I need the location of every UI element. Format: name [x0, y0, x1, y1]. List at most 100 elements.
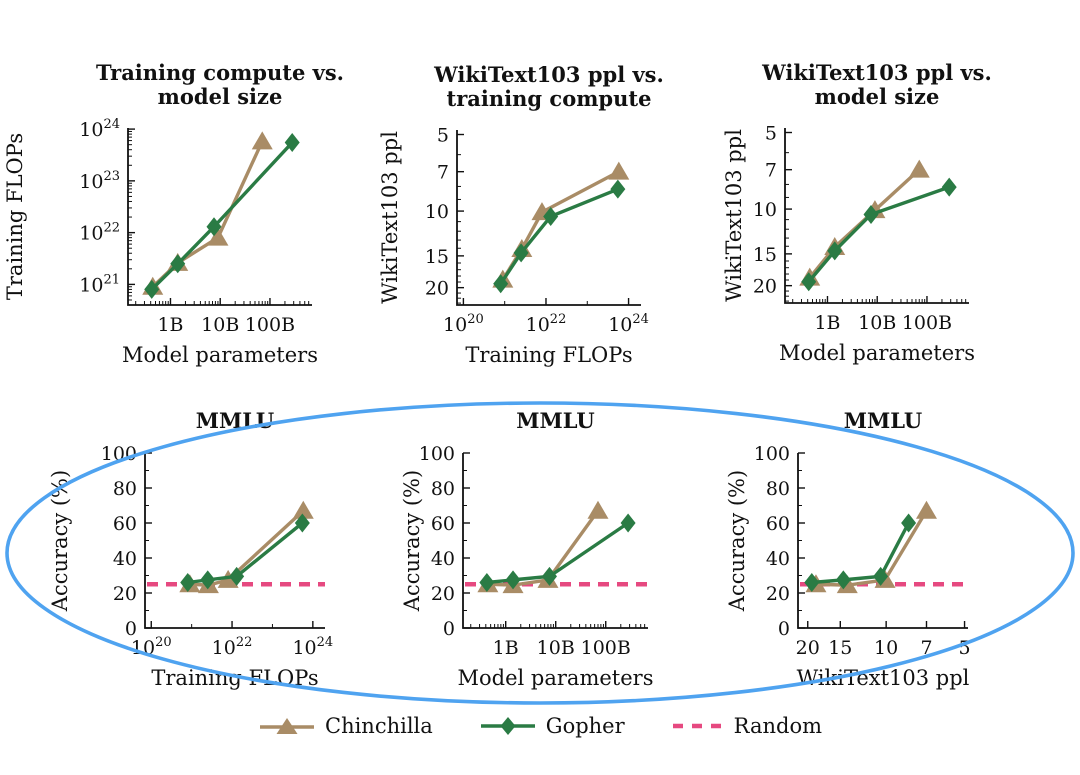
x-axis-label: Model parameters — [122, 343, 318, 367]
x-tick-label: 20 — [796, 637, 820, 659]
y-tick-label: 1021 — [79, 272, 120, 296]
chart-title: MMLU — [196, 408, 274, 433]
marker-diamond — [144, 279, 160, 299]
y-axis-label: Accuracy (%) — [400, 470, 424, 612]
marker-triangle — [915, 500, 937, 519]
series-chinchilla — [142, 131, 273, 295]
x-tick-label: 1024 — [608, 312, 649, 336]
series-gopher — [180, 513, 310, 592]
y-tick-label: 15 — [753, 244, 777, 266]
series-line — [486, 521, 630, 585]
series-line — [811, 522, 911, 585]
series-gopher — [479, 513, 636, 592]
x-axis-label: Model parameters — [779, 341, 975, 365]
y-tick-label: 0 — [778, 618, 790, 640]
y-axis-label: WikiText103 ppl — [378, 131, 402, 304]
chart-mmlu-vs-ppl: MMLU 20 15 10 7 5 0 20 40 60 80 100 WikiText103 ppl A… — [725, 408, 971, 690]
marker-triangle — [908, 159, 930, 178]
series-chinchilla — [492, 161, 630, 288]
x-tick-label: 100B — [581, 637, 631, 659]
y-tick-label: 80 — [766, 478, 790, 500]
y-tick-label: 100 — [101, 443, 137, 465]
legend-label-random: Random — [733, 714, 822, 738]
y-axis-label: Accuracy (%) — [48, 470, 72, 612]
legend: Chinchilla Gopher Random — [0, 714, 1080, 738]
y-tick-label: 40 — [431, 548, 455, 570]
y-tick-label: 80 — [113, 478, 137, 500]
chart-mmlu-vs-compute: MMLU 1020 1022 1024 0 20 40 60 80 100 Training FLO… — [48, 408, 333, 690]
chart-ppl-vs-size: WikiText103 ppl vs.model size 1B 10B 100B 5 7… — [722, 60, 992, 365]
series-line — [807, 185, 950, 283]
y-tick-label: 80 — [431, 478, 455, 500]
legend-item-chinchilla: Chinchilla — [258, 714, 433, 738]
series-line — [187, 521, 304, 585]
marker-diamond — [827, 241, 843, 261]
y-tick-label: 7 — [765, 160, 777, 182]
series-line — [151, 140, 264, 288]
marker-triangle — [608, 161, 630, 180]
x-tick-label: 100B — [245, 314, 295, 336]
marker-diamond — [284, 133, 300, 153]
y-tick-label: 20 — [113, 583, 137, 605]
x-axis-label: Model parameters — [458, 666, 654, 690]
y-tick-label: 7 — [437, 162, 449, 184]
y-tick-label: 60 — [113, 513, 137, 535]
legend-item-random: Random — [671, 714, 822, 738]
series-line — [501, 170, 620, 281]
y-tick-label: 60 — [766, 513, 790, 535]
x-tick-label: 1020 — [131, 635, 172, 659]
marker-diamond — [170, 254, 186, 274]
y-axis: 1021 1022 1023 1024 — [79, 117, 135, 301]
marker-diamond — [941, 177, 957, 197]
marker-diamond — [801, 272, 817, 292]
x-tick-label: 100B — [902, 312, 952, 334]
x-axis: 1020 1022 1024 — [443, 298, 649, 336]
x-tick-label: 1020 — [443, 312, 484, 336]
series-line — [150, 141, 294, 291]
y-axis-label: WikiText103 ppl — [722, 129, 746, 302]
marker-diamond — [206, 217, 222, 237]
series-gopher — [493, 179, 626, 294]
x-axis: 1B 10B 100B — [470, 621, 646, 659]
chart-title: model size — [158, 84, 283, 109]
y-tick-label: 5 — [437, 125, 449, 147]
x-tick-label: 1024 — [292, 635, 333, 659]
marker-diamond — [513, 243, 529, 263]
x-tick-label: 10B — [537, 637, 575, 659]
x-tick-label: 1B — [493, 637, 519, 659]
marker-diamond — [863, 204, 879, 224]
chart-title: MMLU — [844, 408, 922, 433]
y-tick-label: 1022 — [79, 221, 120, 245]
y-tick-label: 0 — [125, 618, 137, 640]
x-tick-label: 7 — [920, 637, 932, 659]
chart-mmlu-vs-size: MMLU 1B 10B 100B 0 20 40 60 80 100 Model parameter… — [400, 408, 654, 690]
y-axis: 5 7 10 15 20 — [425, 125, 464, 304]
marker-diamond — [620, 513, 636, 533]
x-axis-label: WikiText103 ppl — [797, 666, 970, 690]
x-axis: 1020 1022 1024 — [131, 621, 333, 659]
marker-triangle — [587, 500, 609, 519]
marker-triangle — [207, 227, 229, 246]
y-tick-label: 10 — [425, 201, 449, 223]
x-tick-label: 5 — [959, 637, 971, 659]
x-tick-label: 1022 — [212, 635, 253, 659]
y-axis-label: Accuracy (%) — [725, 470, 749, 612]
marker-diamond — [493, 274, 509, 294]
marker-triangle — [251, 131, 273, 150]
y-axis: 5 7 10 15 20 — [753, 123, 792, 302]
x-tick-label: 1B — [814, 312, 840, 334]
x-tick-label: 10B — [201, 314, 239, 336]
legend-label-gopher: Gopher — [545, 714, 625, 738]
marker-diamond — [610, 179, 626, 199]
chart-title: training compute — [447, 86, 652, 111]
marker-diamond — [543, 206, 559, 226]
axis-frame — [462, 453, 648, 629]
axis-frame — [797, 453, 968, 629]
chart-title: Training compute vs. — [96, 60, 344, 85]
y-tick-label: 100 — [754, 443, 790, 465]
y-tick-label: 10 — [753, 199, 777, 221]
y-tick-label: 1024 — [79, 117, 120, 141]
